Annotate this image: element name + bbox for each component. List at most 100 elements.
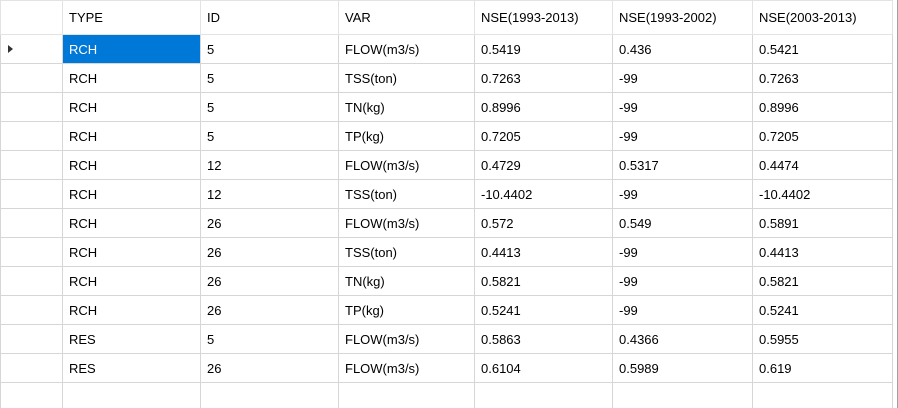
grid-cell[interactable]: 0.549 (612, 208, 753, 238)
grid-cell[interactable]: 0.436 (612, 34, 753, 64)
grid-cell[interactable]: -10.4402 (752, 179, 893, 209)
row-header[interactable] (0, 34, 63, 64)
grid-cell[interactable]: 0.4366 (612, 324, 753, 354)
grid-cell[interactable]: 0.5419 (474, 34, 613, 64)
grid-cell[interactable]: TSS(ton) (338, 237, 475, 267)
grid-cell[interactable]: FLOW(m3/s) (338, 34, 475, 64)
row-header[interactable] (0, 324, 63, 354)
grid-cell[interactable]: FLOW(m3/s) (338, 150, 475, 180)
grid-cell[interactable]: RCH (62, 295, 201, 325)
grid-cell[interactable]: 0.5421 (752, 34, 893, 64)
grid-cell[interactable]: RCH (62, 266, 201, 296)
grid-cell[interactable]: 0.5241 (474, 295, 613, 325)
grid-cell[interactable]: 0.5821 (752, 266, 893, 296)
grid-cell[interactable]: 0.5863 (474, 324, 613, 354)
grid-cell[interactable]: 0.5989 (612, 353, 753, 383)
grid-cell[interactable]: 26 (200, 237, 339, 267)
grid-cell[interactable]: RCH (62, 208, 201, 238)
grid-cell[interactable]: -99 (612, 295, 753, 325)
grid-cell[interactable]: RES (62, 353, 201, 383)
grid-cell[interactable]: 0.5821 (474, 266, 613, 296)
row-header[interactable] (0, 208, 63, 238)
row-header[interactable] (0, 266, 63, 296)
grid-cell[interactable]: 5 (200, 121, 339, 151)
grid-row[interactable]: RCH 26 FLOW(m3/s) 0.572 0.549 0.5891 (0, 208, 893, 238)
grid-cell[interactable]: 0.7205 (752, 121, 893, 151)
grid-cell[interactable]: 0.7263 (752, 63, 893, 93)
grid-cell[interactable]: 0.7263 (474, 63, 613, 93)
grid-cell[interactable]: -99 (612, 237, 753, 267)
row-header[interactable] (0, 353, 63, 383)
grid-cell[interactable]: -99 (612, 179, 753, 209)
grid-cell[interactable]: 0.5891 (752, 208, 893, 238)
row-header[interactable] (0, 179, 63, 209)
grid-cell[interactable]: 26 (200, 208, 339, 238)
column-header[interactable]: VAR (338, 0, 475, 35)
grid-row[interactable]: RCH 12 TSS(ton) -10.4402 -99 -10.4402 (0, 179, 893, 209)
grid-row[interactable]: RCH 12 FLOW(m3/s) 0.4729 0.5317 0.4474 (0, 150, 893, 180)
grid-cell[interactable]: 0.8996 (474, 92, 613, 122)
grid-cell[interactable]: RCH (62, 121, 201, 151)
column-header[interactable]: ID (200, 0, 339, 35)
grid-row[interactable]: RCH 5 TN(kg) 0.8996 -99 0.8996 (0, 92, 893, 122)
grid-cell[interactable]: 0.4413 (474, 237, 613, 267)
row-header[interactable] (0, 295, 63, 325)
grid-cell[interactable]: 0.6104 (474, 353, 613, 383)
grid-row[interactable]: RCH 26 TP(kg) 0.5241 -99 0.5241 (0, 295, 893, 325)
grid-row[interactable]: RES 26 FLOW(m3/s) 0.6104 0.5989 0.619 (0, 353, 893, 383)
grid-cell[interactable]: TP(kg) (338, 295, 475, 325)
grid-cell[interactable]: TN(kg) (338, 266, 475, 296)
grid-row[interactable]: RCH 26 TN(kg) 0.5821 -99 0.5821 (0, 266, 893, 296)
grid-cell[interactable]: 26 (200, 295, 339, 325)
grid-cell[interactable]: TSS(ton) (338, 63, 475, 93)
grid-cell[interactable]: -10.4402 (474, 179, 613, 209)
row-header[interactable] (0, 63, 63, 93)
grid-cell[interactable]: 0.5317 (612, 150, 753, 180)
grid-cell[interactable]: 26 (200, 266, 339, 296)
column-header[interactable]: NSE(1993-2013) (474, 0, 613, 35)
grid-cell[interactable]: 5 (200, 63, 339, 93)
grid-cell[interactable]: RCH (62, 237, 201, 267)
grid-cell[interactable]: TN(kg) (338, 92, 475, 122)
grid-cell[interactable]: -99 (612, 266, 753, 296)
grid-cell[interactable]: RCH (62, 150, 201, 180)
grid-cell[interactable]: 0.4474 (752, 150, 893, 180)
row-header[interactable] (0, 150, 63, 180)
grid-cell[interactable]: 0.4729 (474, 150, 613, 180)
grid-cell[interactable]: 0.5241 (752, 295, 893, 325)
grid-row[interactable]: RCH 5 TP(kg) 0.7205 -99 0.7205 (0, 121, 893, 151)
column-header[interactable]: NSE(2003-2013) (752, 0, 893, 35)
grid-cell[interactable]: 5 (200, 34, 339, 64)
grid-cell[interactable]: 0.7205 (474, 121, 613, 151)
grid-cell[interactable]: -99 (612, 63, 753, 93)
grid-cell[interactable]: RCH (62, 179, 201, 209)
grid-cell[interactable]: FLOW(m3/s) (338, 208, 475, 238)
grid-cell[interactable]: RCH (62, 63, 201, 93)
grid-cell[interactable]: RES (62, 324, 201, 354)
row-header[interactable] (0, 121, 63, 151)
grid-cell[interactable]: 0.572 (474, 208, 613, 238)
grid-cell[interactable]: 12 (200, 150, 339, 180)
column-header[interactable]: TYPE (62, 0, 201, 35)
grid-cell[interactable]: 0.4413 (752, 237, 893, 267)
grid-cell[interactable]: -99 (612, 121, 753, 151)
grid-cell[interactable]: FLOW(m3/s) (338, 324, 475, 354)
grid-row[interactable]: RCH 5 TSS(ton) 0.7263 -99 0.7263 (0, 63, 893, 93)
grid-cell[interactable]: 0.619 (752, 353, 893, 383)
grid-cell[interactable]: RCH (62, 34, 201, 64)
grid-cell[interactable]: TSS(ton) (338, 179, 475, 209)
grid-cell[interactable]: 0.8996 (752, 92, 893, 122)
grid-cell[interactable]: RCH (62, 92, 201, 122)
row-header[interactable] (0, 237, 63, 267)
grid-row[interactable]: RCH 5 FLOW(m3/s) 0.5419 0.436 0.5421 (0, 34, 893, 64)
grid-cell[interactable]: 5 (200, 92, 339, 122)
grid-cell[interactable]: 12 (200, 179, 339, 209)
grid-cell[interactable]: 0.5955 (752, 324, 893, 354)
grid-cell[interactable]: FLOW(m3/s) (338, 353, 475, 383)
column-header[interactable]: NSE(1993-2002) (612, 0, 753, 35)
grid-cell[interactable]: -99 (612, 92, 753, 122)
grid-row[interactable]: RES 5 FLOW(m3/s) 0.5863 0.4366 0.5955 (0, 324, 893, 354)
grid-cell[interactable]: 26 (200, 353, 339, 383)
grid-cell[interactable]: 5 (200, 324, 339, 354)
row-header[interactable] (0, 92, 63, 122)
